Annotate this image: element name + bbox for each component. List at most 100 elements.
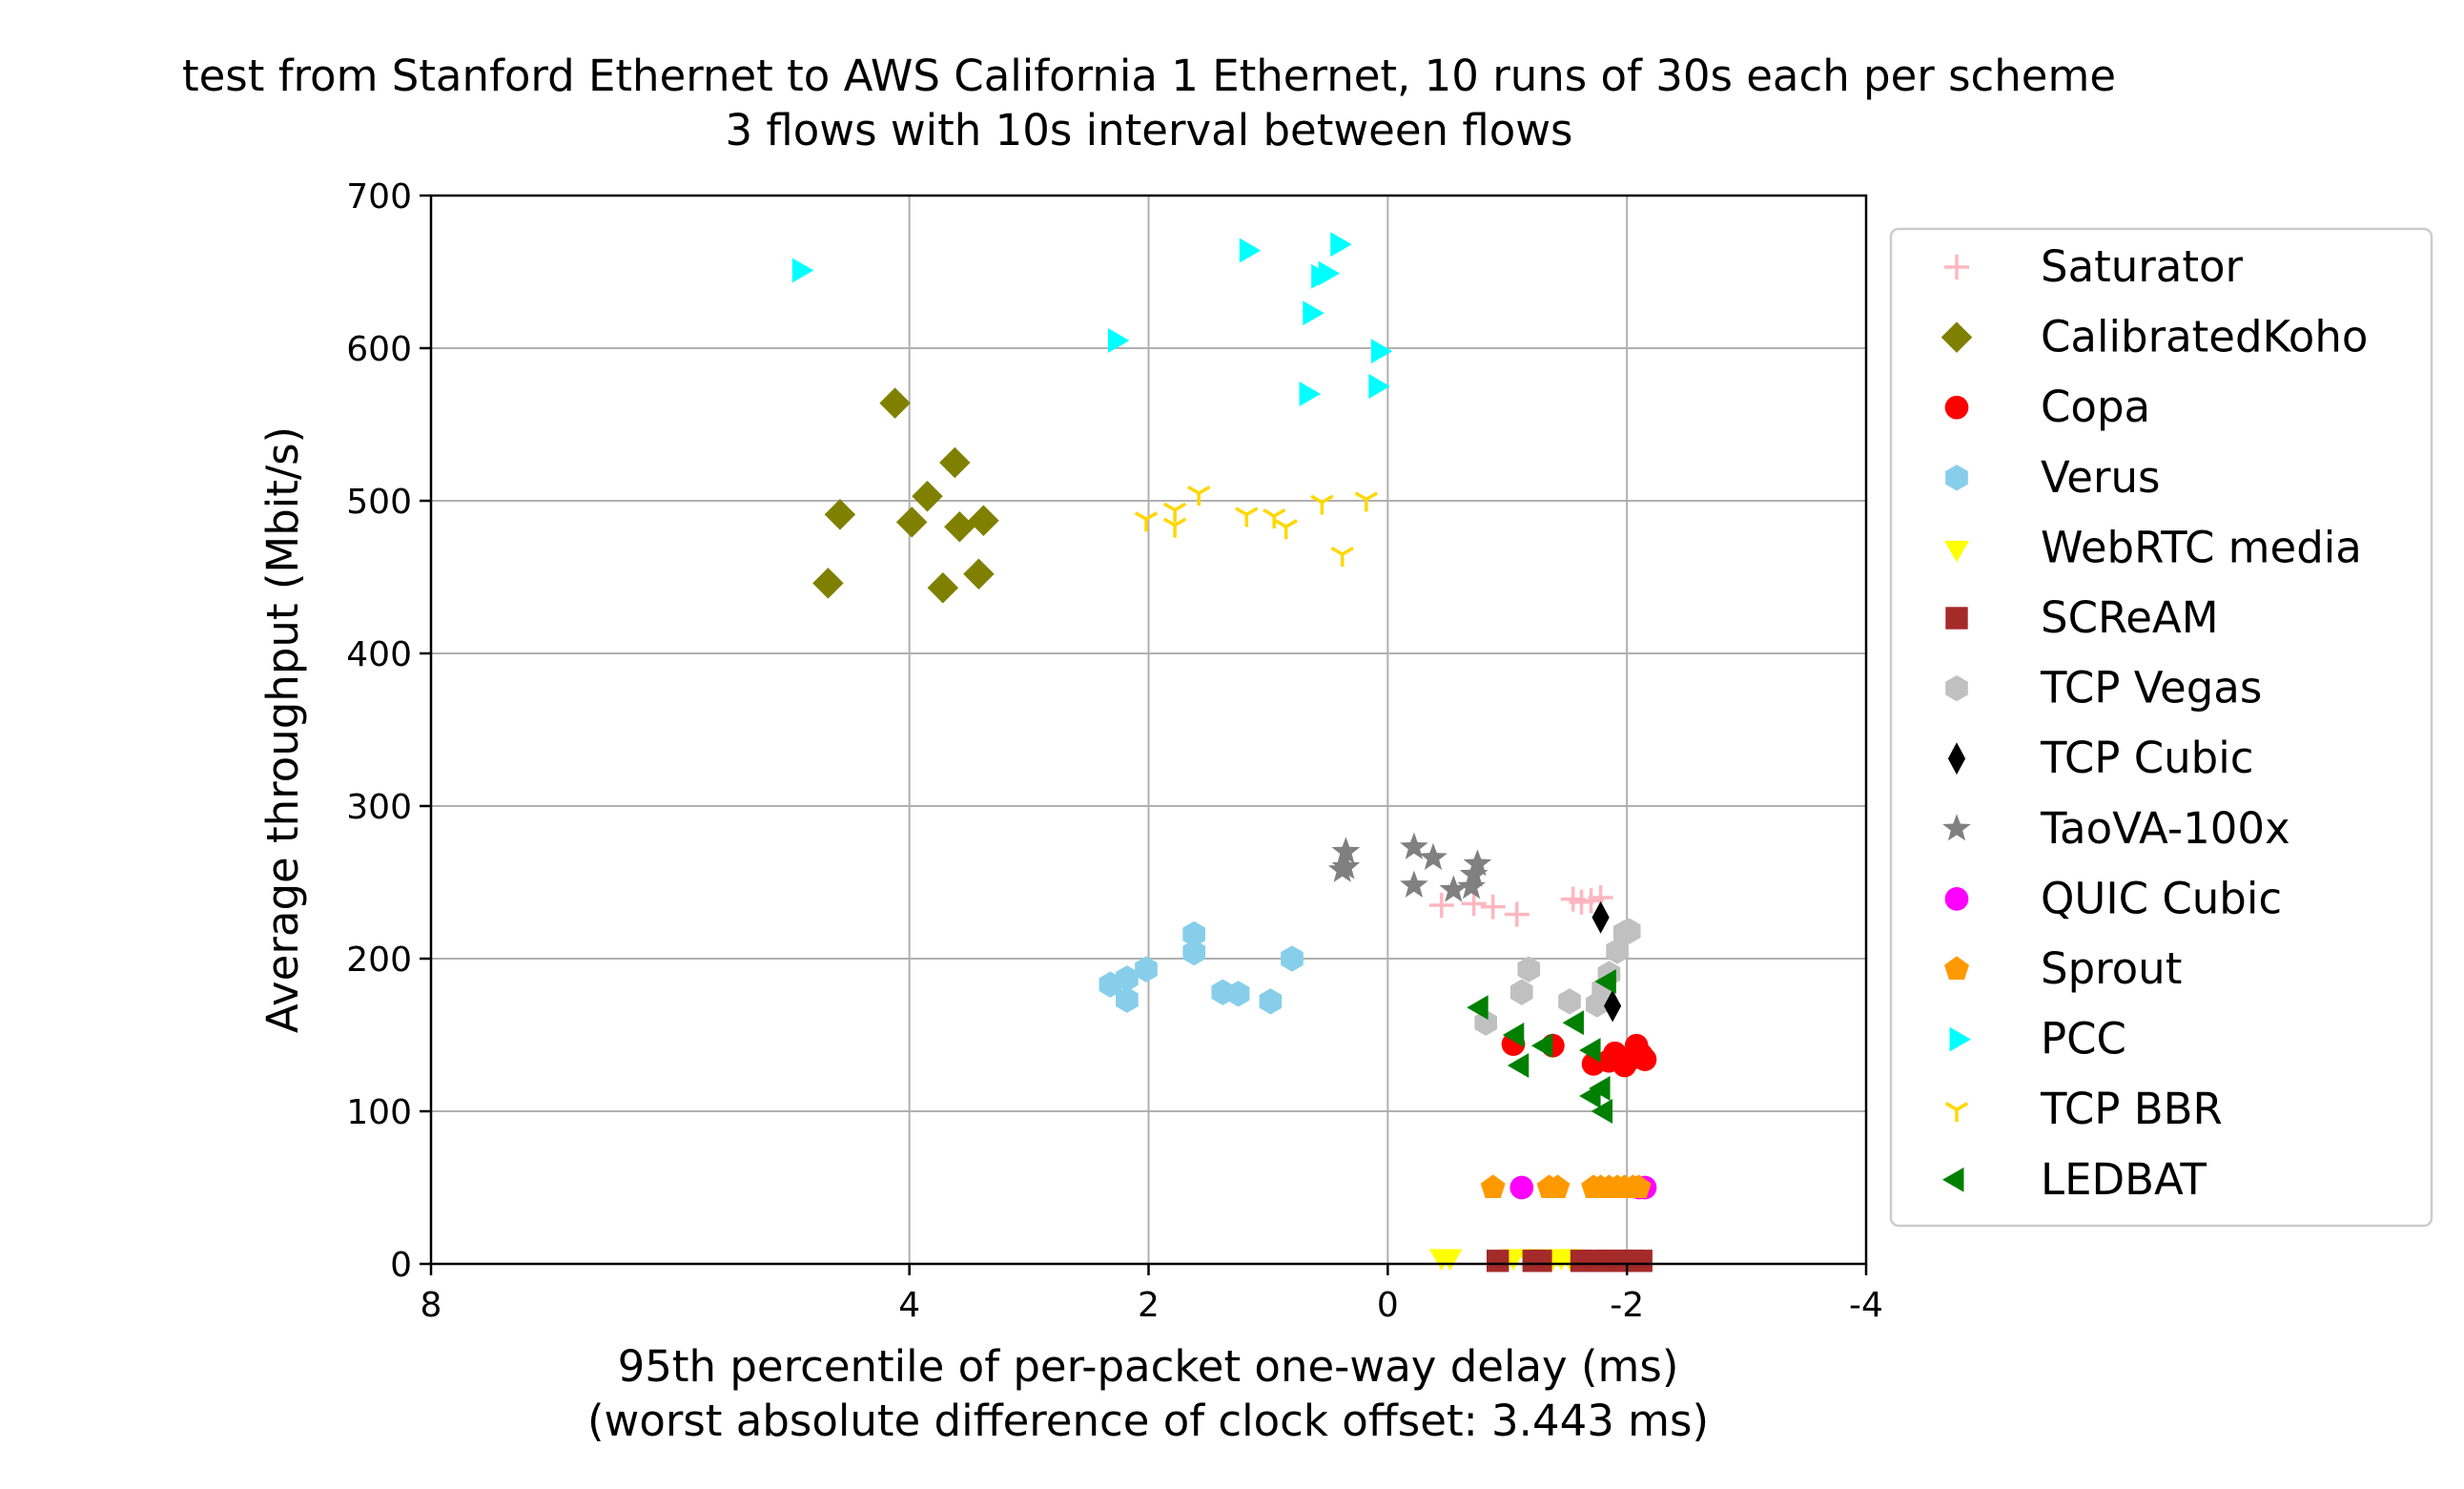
y-tick-label: 100 <box>346 1093 412 1132</box>
data-point <box>1239 238 1262 263</box>
legend-marker <box>1942 814 1971 841</box>
chart-subtitle: 3 flows with 10s interval between flows <box>725 105 1572 155</box>
y-tick-label: 400 <box>346 635 412 674</box>
data-point <box>912 480 943 512</box>
data-point <box>1474 1009 1498 1036</box>
data-point <box>1354 491 1378 512</box>
data-point <box>963 558 995 590</box>
legend-marker <box>1944 887 1969 911</box>
legend: Saturator CalibratedKoho Copa Verus WebRTC m… <box>1889 227 2433 1228</box>
legend-label: LEDBAT <box>2041 1154 2207 1205</box>
legend-item: Sprout <box>1944 943 2182 994</box>
data-point <box>1487 1250 1509 1272</box>
legend-marker <box>1945 607 1968 630</box>
legend-item: PCC <box>1949 1014 2126 1065</box>
legend-item: TaoVA-100x <box>1942 803 2290 854</box>
data-point <box>927 571 959 604</box>
legend-marker <box>1944 255 1969 279</box>
data-point <box>1400 870 1428 898</box>
data-point <box>1507 1053 1530 1078</box>
series-tcp-vegas <box>1474 918 1641 1036</box>
data-point <box>1591 900 1610 934</box>
data-point <box>1226 981 1250 1007</box>
data-point <box>939 446 971 479</box>
series-copa <box>1501 1032 1657 1078</box>
data-point <box>1517 956 1541 982</box>
legend-label: QUIC Cubic <box>2041 873 2282 923</box>
legend-item: QUIC Cubic <box>1944 873 2282 923</box>
y-tick-label: 300 <box>346 788 412 827</box>
y-tick-label: 500 <box>346 483 412 522</box>
x-tick-label: 2 <box>1138 1286 1160 1325</box>
y-tick-label: 0 <box>390 1246 412 1285</box>
legend-marker <box>1945 674 1968 702</box>
data-point <box>1116 986 1139 1013</box>
legend-frame <box>1889 227 2433 1228</box>
x-axis-label: 95th percentile of per-packet one-way de… <box>618 1341 1679 1392</box>
data-point <box>1467 995 1489 1021</box>
data-point <box>1459 859 1489 887</box>
legend-marker <box>1945 465 1968 491</box>
data-point <box>1439 875 1468 902</box>
legend-marker <box>1944 395 1969 420</box>
legend-item: TCP BBR <box>1944 1084 2223 1134</box>
legend-item: LEDBAT <box>1942 1154 2207 1205</box>
legend-marker <box>1947 742 1966 776</box>
legend-marker <box>1940 321 1973 353</box>
series-calibratedkoho <box>812 387 999 604</box>
data-point <box>1632 1047 1657 1071</box>
legend-label: TaoVA-100x <box>2040 803 2290 854</box>
data-point <box>1617 918 1641 944</box>
data-point <box>1135 956 1158 982</box>
x-tick-label: 4 <box>898 1286 920 1325</box>
y-axis-label: Average throughput (Mbit/s) <box>257 426 308 1033</box>
data-point <box>1509 1175 1534 1200</box>
data-point <box>1299 382 1321 406</box>
legend-marker <box>1942 1167 1964 1192</box>
data-point <box>1480 1174 1506 1199</box>
data-point <box>1281 945 1304 972</box>
data-point <box>1591 1099 1613 1124</box>
data-point <box>1594 969 1616 994</box>
chart-title: test from Stanford Ethernet to AWS Calif… <box>182 51 2116 101</box>
legend-item: WebRTC media <box>1944 522 2362 572</box>
data-point <box>1437 1249 1463 1271</box>
data-point <box>1274 519 1298 540</box>
legend-label: TCP Cubic <box>2040 733 2253 783</box>
data-point <box>1504 901 1530 927</box>
legend-marker <box>1944 956 1969 981</box>
legend-label: SCReAM <box>2041 592 2219 643</box>
data-point <box>1461 891 1487 917</box>
data-point <box>1182 939 1206 966</box>
legend-item: Saturator <box>1944 241 2244 292</box>
data-point <box>1530 1250 1552 1272</box>
x-tick-label: -2 <box>1610 1286 1644 1325</box>
data-point <box>1545 1174 1571 1199</box>
series-tcp-cubic <box>1591 900 1622 1023</box>
legend-marker <box>1944 1102 1969 1123</box>
y-tick-label: 700 <box>346 177 412 217</box>
legend-item: Verus <box>1945 452 2160 503</box>
legend-marker <box>1944 540 1969 563</box>
y-axis-ticks: 0 100 200 300 400 500 600 700 <box>346 177 431 1285</box>
series-taova-100x <box>1327 832 1492 902</box>
series-pcc <box>791 232 1393 406</box>
legend-label: Saturator <box>2041 241 2244 292</box>
legend-marker <box>1949 1026 1971 1052</box>
data-point <box>1604 989 1622 1023</box>
data-point <box>824 499 856 530</box>
data-point <box>1502 1023 1525 1047</box>
data-point <box>1579 1038 1601 1063</box>
x-tick-label: 8 <box>421 1286 442 1325</box>
data-point <box>1330 232 1352 258</box>
data-point <box>895 507 928 538</box>
series-ledbat <box>1467 969 1616 1124</box>
legend-label: WebRTC media <box>2041 522 2362 572</box>
data-point <box>1259 988 1283 1015</box>
legend-item: TCP Cubic <box>1947 733 2253 783</box>
data-point <box>1330 546 1354 567</box>
legend-item: TCP Vegas <box>1945 663 2262 713</box>
series-tcp-bbr <box>1134 485 1378 567</box>
data-point <box>1530 1033 1553 1059</box>
data-point <box>1311 263 1333 289</box>
